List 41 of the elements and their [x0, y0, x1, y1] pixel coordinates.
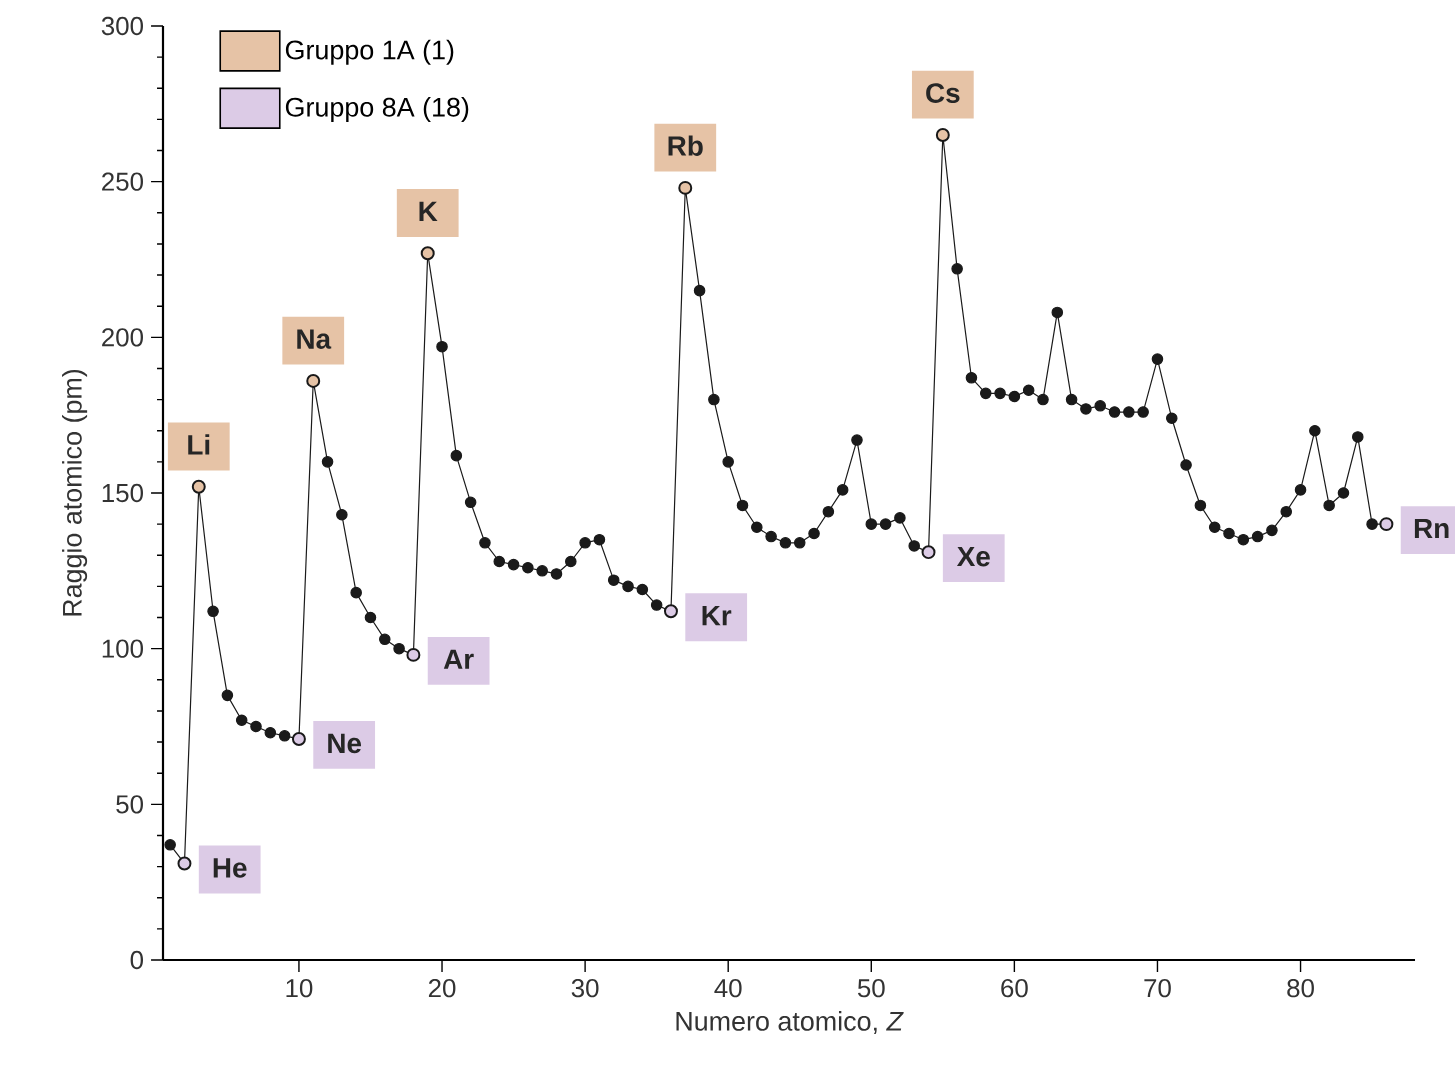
point [291, 731, 306, 746]
point [191, 479, 206, 494]
point [663, 604, 678, 619]
y-axis-title: Raggio atomico (pm) [62, 369, 88, 616]
point [420, 246, 435, 261]
x-tick-label: 80 [1287, 978, 1314, 998]
legend-label: Gruppo 1A (1) [285, 39, 454, 65]
x-tick-label: 60 [1001, 978, 1028, 998]
x-tick-label: 40 [714, 978, 742, 998]
y-tick-label: 0 [130, 950, 144, 970]
data-label: He [213, 858, 247, 878]
x-tick-label: 50 [857, 978, 885, 998]
x-tick-label: 70 [1144, 978, 1171, 998]
data-label: K [419, 201, 438, 221]
point [921, 545, 936, 560]
data-label: Ne [328, 733, 362, 754]
data-label: Xe [956, 546, 990, 567]
data-label: Li [188, 434, 210, 455]
y-tick-label: 150 [102, 483, 143, 503]
data-label: Ar [443, 649, 474, 669]
y-tick-label: 300 [101, 16, 143, 36]
x-tick-label: 10 [286, 978, 313, 998]
legend-label: Gruppo 8A (18) [285, 96, 469, 123]
point [1379, 517, 1394, 532]
point [177, 856, 192, 871]
data-label: Rb [668, 135, 703, 156]
data-label: Cs [926, 83, 960, 103]
y-tick-label: 50 [116, 795, 143, 814]
x-tick-label: 20 [428, 978, 456, 998]
point [306, 373, 321, 388]
point [935, 127, 950, 142]
x-axis-title: Numero atomico, Z [676, 1011, 904, 1034]
data-label: Kr [702, 606, 732, 626]
point [406, 647, 421, 662]
y-tick-label: 250 [102, 172, 143, 191]
point [678, 180, 693, 195]
y-tick-label: 200 [102, 328, 143, 347]
data-label: Rn [1414, 518, 1449, 539]
y-tick-label: 100 [102, 639, 143, 658]
x-tick-label: 30 [571, 978, 599, 998]
data-label: Na [297, 329, 332, 349]
